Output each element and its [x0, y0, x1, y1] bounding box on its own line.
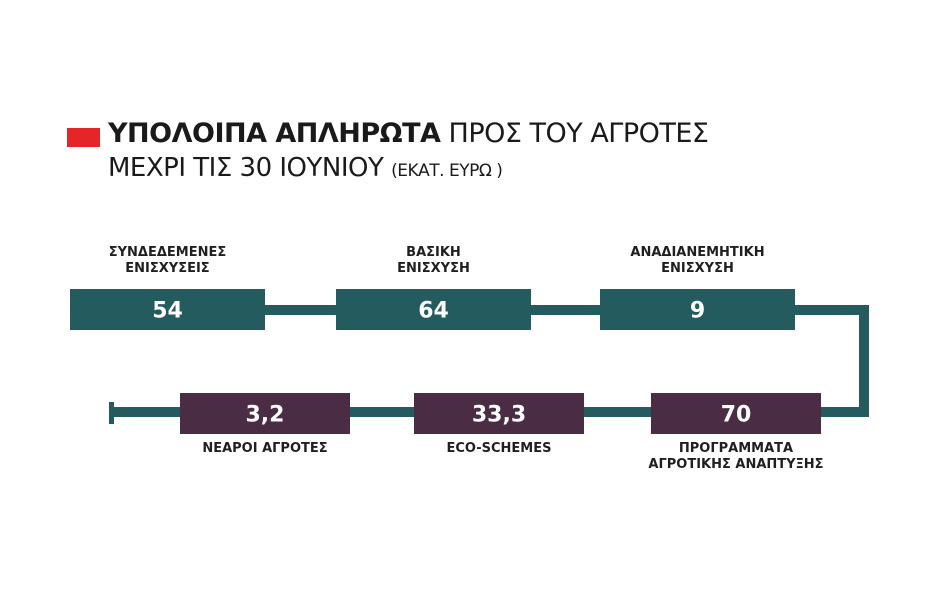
value-label: 3,2 [246, 403, 285, 428]
value-boxes: 54 64 9 70 33,3 3,2 [70, 289, 821, 434]
value-label: 70 [721, 403, 752, 428]
category-label-line: ΣΥΝΔΕΔΕΜΕΝΕΣ [108, 245, 227, 260]
title-marker [67, 128, 100, 147]
category-label-line: ΕΝΙΣΧΥΣΗ [661, 261, 734, 276]
connector-line [113, 305, 869, 417]
category-label: ΠΡΟΓΡΑΜΜΑΤΑ ΑΓΡΟΤΙΚΗΣ ΑΝΑΠΤΥΞΗΣ [626, 441, 846, 473]
value-box [70, 289, 265, 330]
category-label-line: ΑΓΡΟΤΙΚΗΣ ΑΝΑΠΤΥΞΗΣ [648, 457, 824, 472]
value-box [600, 289, 795, 330]
value-label: 33,3 [472, 403, 526, 428]
value-label: 54 [152, 299, 183, 324]
unit-label: (ΕΚΑΤ. ΕΥΡΩ ) [391, 161, 503, 181]
category-label: ΑΝΑΔΙΑΝΕΜΗΤΙΚΗ ΕΝΙΣΧΥΣΗ [588, 245, 808, 277]
category-label-line: ΕΝΙΣΧΥΣΗ [397, 261, 470, 276]
category-label-line: ΑΝΑΔΙΑΝΕΜΗΤΙΚΗ [630, 245, 765, 260]
connectors [109, 305, 869, 424]
chart-subtitle: ΜΕΧΡΙ ΤΙΣ 30 ΙΟΥΝΙΟΥ (ΕΚΑΤ. ΕΥΡΩ ) [108, 153, 503, 183]
chart-title: ΥΠΟΛΟΙΠΑ ΑΠΛΗΡΩΤΑ ΠΡΟΣ ΤΟΥ ΑΓΡΟΤΕΣ [108, 118, 709, 149]
category-label: ΣΥΝΔΕΔΕΜΕΝΕΣ ΕΝΙΣΧΥΣΕΙΣ [58, 245, 278, 277]
category-label-line: ΕΝΙΣΧΥΣΕΙΣ [125, 261, 210, 276]
value-label: 64 [418, 299, 449, 324]
title-bold: ΥΠΟΛΟΙΠΑ ΑΠΛΗΡΩΤΑ [108, 118, 441, 149]
category-label: ΝΕΑΡΟΙ ΑΓΡΟΤΕΣ [155, 441, 375, 457]
category-label-line: ΝΕΑΡΟΙ ΑΓΡΟΤΕΣ [202, 441, 328, 456]
value-label: 9 [690, 299, 705, 324]
value-box [414, 393, 584, 434]
subtitle-text: ΜΕΧΡΙ ΤΙΣ 30 ΙΟΥΝΙΟΥ [108, 153, 384, 183]
value-box [336, 289, 531, 330]
value-box [651, 393, 821, 434]
category-label-line: ECO-SCHEMES [446, 441, 552, 456]
category-label-line: ΒΑΣΙΚΗ [406, 245, 461, 260]
value-box [180, 393, 350, 434]
category-label-line: ΠΡΟΓΡΑΜΜΑΤΑ [678, 441, 794, 456]
connector-end-cap [109, 402, 114, 424]
category-label: ECO-SCHEMES [389, 441, 609, 457]
category-label: ΒΑΣΙΚΗ ΕΝΙΣΧΥΣΗ [324, 245, 544, 277]
title-rest: ΠΡΟΣ ΤΟΥ ΑΓΡΟΤΕΣ [448, 118, 709, 149]
